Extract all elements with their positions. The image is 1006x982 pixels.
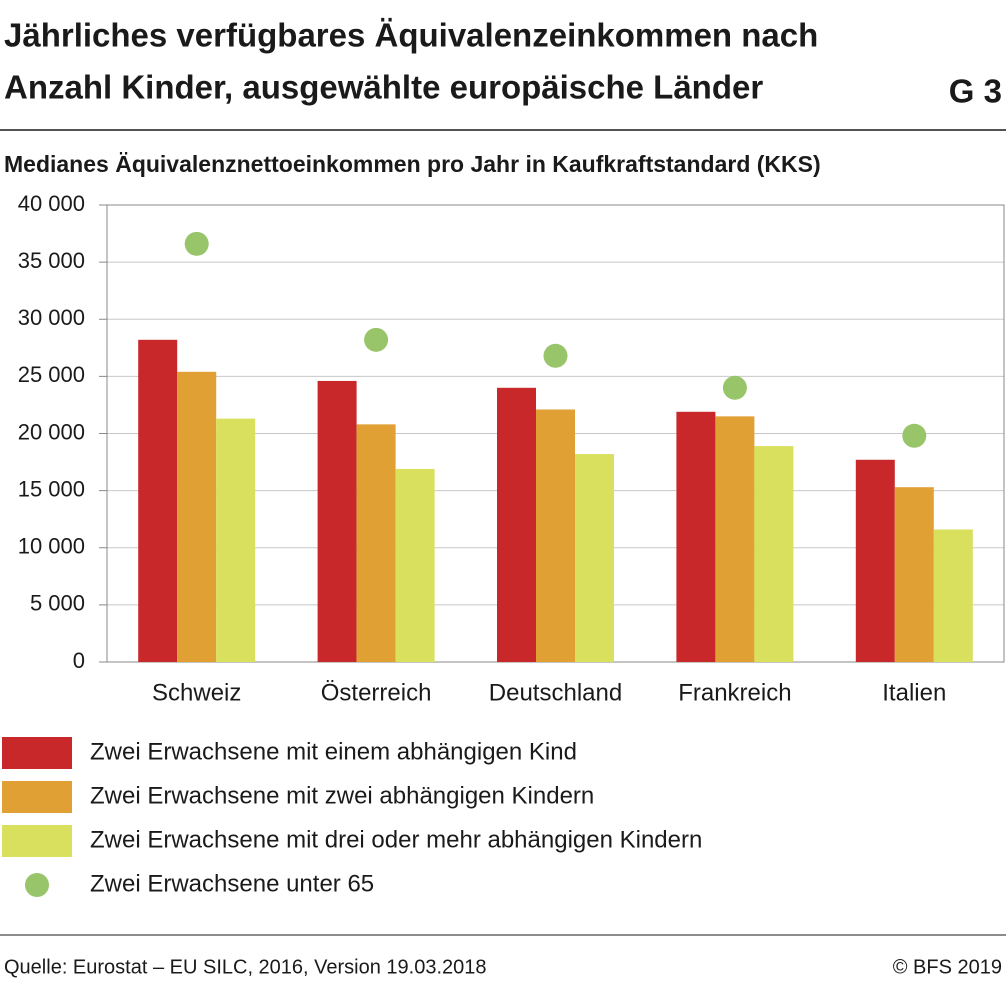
chart-title: Jährliches verfügbares Äquivalenzeinkomm… — [4, 17, 818, 54]
x-tick-label: Italien — [882, 679, 946, 706]
legend-label: Zwei Erwachsene mit einem abhängigen Kin… — [90, 738, 577, 765]
bar — [317, 380, 357, 662]
y-tick-label: 30 000 — [18, 305, 85, 330]
chart-subtitle: Medianes Äquivalenznettoeinkommen pro Ja… — [4, 151, 821, 177]
bar — [356, 424, 396, 662]
legend-label: Zwei Erwachsene mit zwei abhängigen Kind… — [90, 782, 594, 809]
bar — [497, 387, 536, 662]
dot — [543, 343, 568, 368]
source: Quelle: Eurostat – EU SILC, 2016, Versio… — [4, 956, 487, 978]
y-tick-label: 5 000 — [30, 591, 85, 616]
bar — [715, 416, 755, 662]
bar — [536, 409, 575, 662]
x-tick-label: Deutschland — [489, 679, 622, 706]
legend-label: Zwei Erwachsene unter 65 — [90, 870, 374, 897]
y-tick-label: 10 000 — [18, 534, 85, 559]
copyright: © BFS 2019 — [893, 956, 1002, 978]
bar — [216, 418, 256, 662]
y-tick-label: 15 000 — [18, 476, 85, 501]
y-tick-label: 25 000 — [18, 362, 85, 387]
dot — [364, 327, 389, 352]
bar — [754, 446, 794, 662]
legend-label: Zwei Erwachsene mit drei oder mehr abhän… — [90, 826, 702, 853]
x-tick-label: Österreich — [321, 679, 432, 706]
legend-swatch — [2, 781, 72, 813]
bar — [933, 529, 973, 662]
bar — [395, 468, 435, 662]
x-tick-label: Schweiz — [152, 679, 241, 706]
bar — [894, 487, 934, 662]
bar — [855, 459, 895, 662]
bar — [575, 454, 614, 662]
legend-swatch — [25, 873, 49, 897]
y-tick-label: 40 000 — [18, 191, 85, 216]
y-tick-label: 35 000 — [18, 248, 85, 273]
dot — [184, 231, 209, 256]
dot — [722, 375, 747, 400]
dot — [902, 423, 927, 448]
bar — [676, 411, 716, 662]
bar — [177, 371, 217, 662]
x-tick-label: Frankreich — [678, 679, 791, 706]
legend-swatch — [2, 825, 72, 857]
y-tick-label: 20 000 — [18, 419, 85, 444]
bar — [138, 339, 178, 662]
legend-swatch — [2, 737, 72, 769]
y-tick-label: 0 — [73, 648, 85, 673]
chart-title: Anzahl Kinder, ausgewählte europäische L… — [4, 69, 763, 106]
figure-label: G 3 — [949, 73, 1002, 110]
